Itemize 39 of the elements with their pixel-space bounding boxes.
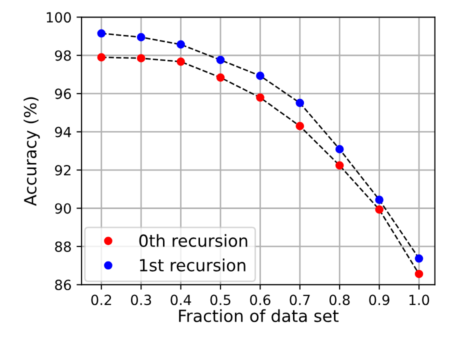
x-tick-label: 0.7 xyxy=(290,294,310,306)
x-tick-label: 0.3 xyxy=(130,294,152,306)
y-tick-label: 92 xyxy=(55,165,70,176)
point xyxy=(296,122,304,130)
point xyxy=(375,196,384,204)
point xyxy=(176,40,185,49)
x-tick-label: 0.5 xyxy=(210,294,230,306)
x-tick-label: 0.8 xyxy=(329,294,350,306)
point xyxy=(97,53,106,62)
x-tick-label: 1.0 xyxy=(409,294,430,306)
y-tick-label: 88 xyxy=(55,241,71,252)
point xyxy=(414,254,424,263)
point xyxy=(97,29,106,38)
point xyxy=(136,33,146,42)
legend-label: 1st recursion xyxy=(140,258,246,272)
x-axis-title: Fraction of data set xyxy=(179,309,339,322)
x-tick-label: 0.4 xyxy=(170,294,192,306)
x-tick-label: 0.2 xyxy=(91,294,112,306)
y-axis-title: Accuracy (%) xyxy=(24,97,40,206)
point xyxy=(256,72,264,80)
y-tick-label: 98 xyxy=(55,50,71,61)
y-tick-label: 94 xyxy=(55,126,72,138)
point xyxy=(335,161,344,170)
x-tick-label: 0.6 xyxy=(250,294,270,306)
y-tick-label: 90 xyxy=(55,203,71,214)
y-tick-label: 100 xyxy=(46,12,71,23)
point xyxy=(176,58,185,66)
y-tick-label: 96 xyxy=(55,88,71,100)
point xyxy=(296,98,304,108)
point xyxy=(216,73,225,82)
point xyxy=(375,205,384,214)
point xyxy=(216,56,225,64)
legend-label: 0th recursion xyxy=(139,234,248,247)
point xyxy=(414,270,424,278)
point xyxy=(335,145,344,154)
y-tick-label: 86 xyxy=(55,280,71,290)
point xyxy=(136,54,146,62)
point xyxy=(256,93,264,102)
x-tick-label: 0.9 xyxy=(369,294,390,306)
